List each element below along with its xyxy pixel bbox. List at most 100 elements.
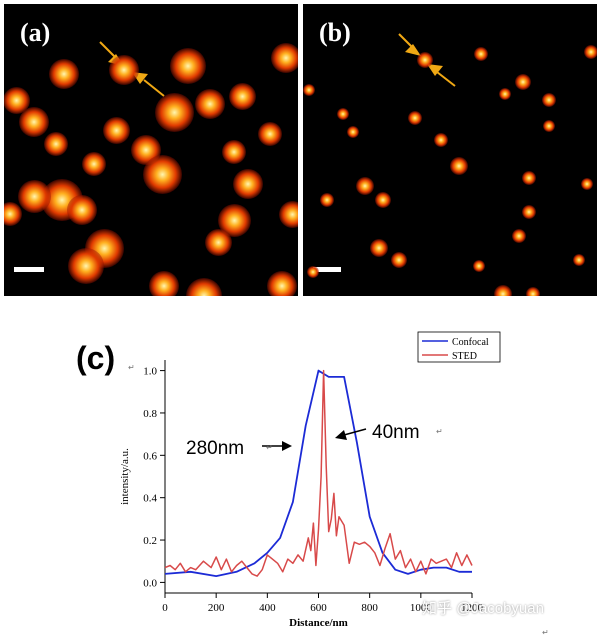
confocal-fwhm-label: 280nm: [186, 438, 244, 459]
fluorescent-spot: [306, 265, 320, 279]
x-axis-label: Distance/nm: [289, 617, 348, 629]
y-tick-label: 0.2: [143, 535, 157, 547]
fluorescent-spot: [4, 202, 22, 226]
fluorescent-spot: [450, 157, 468, 175]
fluorescent-spot: [374, 191, 392, 209]
fluorescent-spot: [346, 125, 360, 139]
fluorescent-spot: [370, 239, 388, 257]
panel-b-label: (b): [319, 18, 351, 47]
fluorescent-spot: [473, 46, 489, 62]
fluorescent-spot: [233, 169, 263, 199]
x-tick-label: 400: [259, 602, 276, 614]
fluorescent-spot: [278, 200, 298, 228]
panel-a-label: (a): [20, 18, 51, 47]
y-axis-label: intensity/a.u.: [119, 448, 131, 505]
fluorescent-spot: [267, 271, 297, 296]
return-mark: ↵: [542, 628, 549, 637]
arrowhead-b-upper: [405, 44, 421, 56]
arrow-a-lower: [143, 79, 165, 97]
fluorescent-spot: [204, 228, 232, 256]
fluorescent-spot: [472, 259, 486, 273]
fluorescent-spot: [109, 55, 139, 85]
fluorescent-spot: [170, 48, 206, 84]
y-tick-label: 0.0: [143, 577, 157, 589]
arrow-b-upper: [398, 33, 414, 49]
fluorescent-spot: [149, 271, 179, 296]
sted-fwhm-arrow: [343, 428, 367, 436]
fluorescent-spot: [356, 177, 374, 195]
fluorescent-spot: [541, 92, 557, 108]
legend-label: STED: [452, 351, 477, 362]
x-tick-label: 1000: [410, 602, 433, 614]
sted-fwhm-label: 40nm: [372, 422, 420, 443]
fluorescent-spot: [44, 132, 68, 156]
fluorescent-spot: [19, 107, 49, 137]
fluorescent-spot: [67, 195, 97, 225]
series-line-confocal: [164, 369, 472, 578]
series-line-sted: [164, 369, 473, 577]
chart-axes: [164, 360, 472, 594]
chart-ticks: 0 200 400 600 800 1000 1200 0.0 0.2 0.4 0.6 0.8 1.0 D…: [119, 366, 484, 629]
fluorescent-spot: [433, 132, 449, 148]
fluorescent-spot: [68, 248, 104, 284]
y-tick-label: 0.6: [143, 450, 157, 462]
fluorescent-spot: [511, 228, 527, 244]
chart-annotations: 280nm 40nm ↵ ↵ ↵ ↵: [128, 363, 549, 637]
fluorescent-spot: [319, 192, 335, 208]
y-tick-label: 0.8: [143, 408, 157, 420]
fluorescent-spot: [514, 73, 532, 91]
x-tick-label: 600: [310, 602, 327, 614]
return-mark: ↵: [266, 443, 273, 452]
arrow-b-lower: [436, 71, 456, 87]
fluorescent-spot: [407, 110, 423, 126]
fluorescent-spot: [416, 51, 434, 69]
arrowhead-b-lower: [427, 64, 443, 76]
fluorescent-spot: [102, 116, 130, 144]
legend-label: Confocal: [452, 337, 489, 348]
panel-c-label: (c): [76, 340, 116, 376]
fluorescent-spot: [228, 82, 256, 110]
fluorescent-spot: [222, 140, 246, 164]
sted-fwhm-arrowhead: [335, 430, 347, 440]
x-tick-label: 1200: [461, 602, 484, 614]
scale-bar-a: [14, 267, 44, 272]
y-tick-label: 0.4: [143, 493, 157, 505]
fluorescent-spot: [17, 179, 51, 213]
confocal-image-panel: (a): [4, 4, 298, 296]
fluorescent-spot: [258, 122, 282, 146]
return-mark: ↵: [436, 427, 443, 436]
sted-image-panel: (b): [303, 4, 597, 296]
arrows-b: [398, 33, 456, 87]
fluorescent-spot: [82, 152, 106, 176]
fluorescent-spot: [583, 44, 597, 60]
fluorescent-spot: [521, 204, 537, 220]
fluorescent-spot: [142, 154, 182, 194]
fluorescent-spot: [498, 87, 512, 101]
chart-legend: Confocal STED: [417, 331, 501, 363]
fluorescent-spot: [580, 177, 594, 191]
scale-bar-b: [313, 267, 341, 272]
x-tick-label: 0: [162, 602, 168, 614]
fluorescent-spot: [49, 59, 79, 89]
fluorescent-spot: [572, 253, 586, 267]
x-tick-label: 800: [361, 602, 378, 614]
confocal-fwhm-arrowhead: [282, 441, 292, 451]
fluorescent-spot: [271, 43, 298, 73]
watermark: 知乎 @Jacobyuan: [422, 600, 544, 617]
fluorescent-spot: [390, 251, 408, 269]
fluorescent-spot: [186, 278, 222, 296]
fluorescent-spot: [521, 170, 537, 186]
arrow-a-upper: [99, 41, 117, 59]
fluorescent-spot: [494, 285, 512, 296]
fluorescent-spot: [195, 89, 225, 119]
legend-box: [417, 331, 501, 363]
x-tick-label: 200: [208, 602, 225, 614]
line-profile-chart: 0 200 400 600 800 1000 1200 0.0 0.2 0.4 0.6 0.8 1.0 D…: [119, 331, 549, 637]
y-tick-label: 1.0: [143, 366, 157, 378]
chart-series: [164, 369, 473, 578]
fluorescent-spot: [336, 107, 350, 121]
fluorescent-spot: [154, 92, 194, 132]
fluorescent-spot: [303, 83, 316, 97]
fluorescent-spot: [542, 119, 556, 133]
fluorescent-spot: [525, 286, 541, 296]
